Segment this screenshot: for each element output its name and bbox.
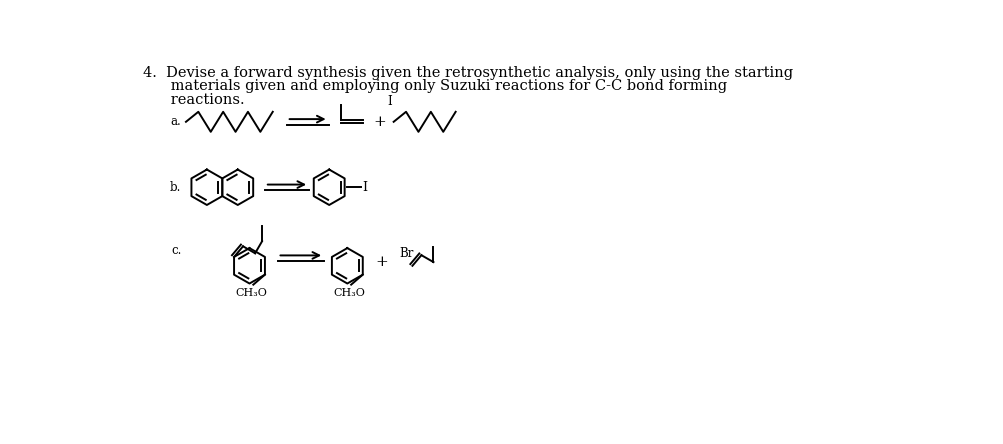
- Text: b.: b.: [170, 181, 182, 194]
- Text: +: +: [375, 255, 388, 269]
- Text: 4.  Devise a forward synthesis given the retrosynthetic analysis, only using the: 4. Devise a forward synthesis given the …: [142, 66, 792, 79]
- Text: I: I: [387, 95, 392, 108]
- Text: CH₃O: CH₃O: [236, 288, 268, 298]
- Text: materials given and employing only Suzuki reactions for C-C bond forming: materials given and employing only Suzuk…: [142, 79, 726, 93]
- Text: CH₃O: CH₃O: [333, 288, 365, 298]
- Text: Br: Br: [399, 247, 413, 261]
- Text: I: I: [362, 181, 367, 194]
- Text: reactions.: reactions.: [142, 93, 244, 107]
- Text: c.: c.: [171, 244, 182, 257]
- Text: +: +: [373, 115, 386, 129]
- Text: a.: a.: [171, 115, 182, 128]
